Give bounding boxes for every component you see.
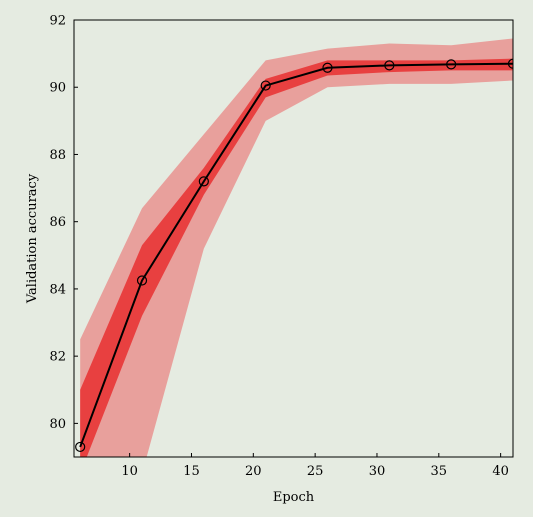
band-inner <box>80 58 513 457</box>
axes: 10 15 20 25 30 35 40 80 82 84 86 88 90 92 <box>49 14 508 480</box>
y-tick-label: 84 <box>49 282 66 297</box>
x-tick-label: 40 <box>492 464 509 479</box>
data-point <box>75 441 86 453</box>
y-tick-label: 80 <box>49 417 66 432</box>
y-tick-label: 92 <box>49 14 66 29</box>
x-tick-label: 20 <box>245 464 262 479</box>
x-tick-label: 30 <box>369 464 386 479</box>
data-point <box>260 80 271 91</box>
y-tick-label: 86 <box>49 215 66 230</box>
y-tick-label: 90 <box>49 81 66 96</box>
series-line <box>79 62 513 448</box>
y-axis-label: Validation accuracy <box>25 173 40 304</box>
data-point <box>446 59 457 70</box>
plot-area <box>75 38 513 457</box>
x-tick-label: 25 <box>307 464 324 479</box>
y-tick-label: 82 <box>49 350 66 365</box>
x-tick-label: 35 <box>431 464 448 479</box>
data-point <box>507 58 513 69</box>
data-point <box>136 275 148 286</box>
plot-frame <box>73 19 514 458</box>
y-tick-label: 88 <box>49 148 66 163</box>
data-point <box>384 60 395 71</box>
x-tick-label: 15 <box>183 464 200 479</box>
data-point <box>322 62 333 73</box>
x-axis-label: Epoch <box>273 490 315 505</box>
data-point <box>198 176 209 187</box>
x-tick-label: 10 <box>121 464 138 479</box>
